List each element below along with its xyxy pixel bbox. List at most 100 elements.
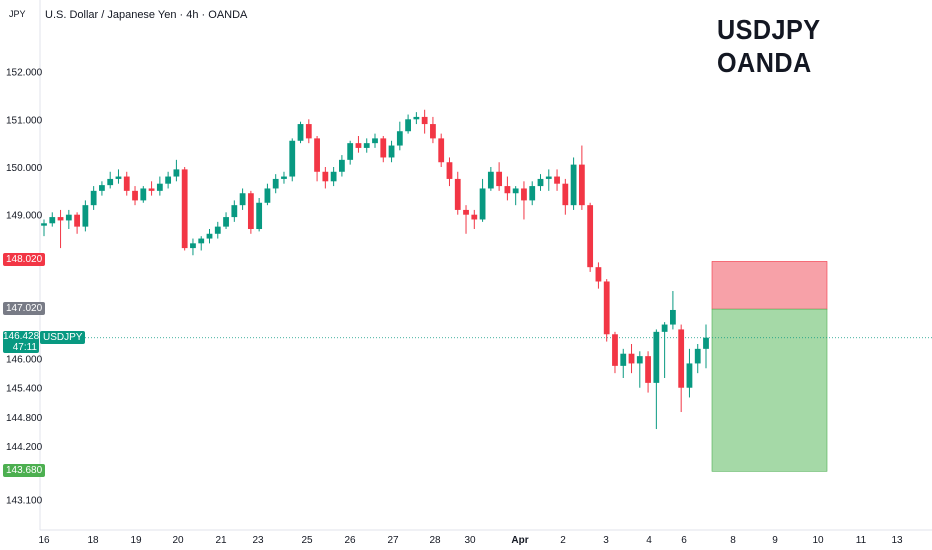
candle-body — [256, 202, 263, 230]
take-profit-zone — [711, 308, 828, 472]
candle-body — [587, 205, 594, 268]
candle-body — [49, 217, 56, 224]
time-tick-label: 13 — [891, 535, 903, 546]
candle-body — [115, 176, 122, 179]
candle-body — [132, 190, 138, 201]
candle-body — [678, 329, 685, 388]
candle-body — [355, 143, 362, 148]
candle-body — [430, 124, 436, 139]
time-tick-label: 18 — [87, 535, 99, 546]
candle-body — [446, 162, 453, 179]
candle-body — [65, 214, 72, 221]
candle-body — [636, 356, 643, 364]
candle-body — [703, 337, 709, 349]
candle-body — [405, 119, 411, 132]
current-price-value: 146.428 — [3, 331, 40, 342]
time-tick-label: 10 — [812, 535, 824, 546]
candle-body — [612, 334, 618, 366]
candle-body — [314, 138, 320, 172]
price-tick-label: 151.000 — [6, 115, 43, 126]
candle-body — [41, 223, 47, 226]
candle-body — [223, 217, 229, 227]
symbol-title[interactable]: U.S. Dollar / Japanese Yen · 4h · OANDA — [45, 9, 248, 21]
candle-body — [206, 233, 213, 239]
candle-body — [645, 356, 651, 383]
time-tick-label: 23 — [252, 535, 264, 546]
price-tick-label: 152.000 — [6, 68, 43, 79]
price-tick-label: 143.100 — [6, 496, 43, 507]
candle-body — [529, 186, 536, 201]
time-tick-label: 25 — [301, 535, 313, 546]
currency-label: JPY — [9, 9, 26, 19]
candle-body — [82, 205, 89, 227]
price-tick-label: 146.000 — [6, 355, 43, 366]
candle-body — [512, 188, 519, 194]
price-tick-label: 149.000 — [6, 211, 43, 222]
candle-body — [363, 143, 370, 148]
candle-body — [57, 217, 64, 221]
candle-body — [562, 183, 569, 206]
candle-body — [264, 188, 271, 203]
time-tick-label: Apr — [511, 535, 528, 546]
time-tick-label: 4 — [646, 535, 652, 546]
stop-loss-zone — [711, 261, 828, 310]
entry-badge: 147.020 — [3, 302, 46, 315]
time-tick-label: 8 — [730, 535, 736, 546]
candle-body — [670, 309, 676, 325]
candle-body — [487, 171, 494, 189]
candle-body — [156, 183, 163, 191]
time-tick-label: 3 — [603, 535, 609, 546]
time-tick-label: 19 — [130, 535, 142, 546]
bar-countdown: 47:11 — [12, 342, 37, 353]
candle-body — [339, 159, 345, 172]
candle-body — [305, 124, 312, 139]
price-tick-label: 144.800 — [6, 413, 43, 424]
candle-body — [330, 171, 337, 182]
time-tick-label: 20 — [172, 535, 184, 546]
candle-body — [231, 205, 238, 218]
candle-body — [413, 116, 420, 120]
candle-body — [347, 143, 354, 160]
candle-body — [140, 188, 147, 201]
candle-body — [107, 178, 114, 186]
candle-body — [694, 348, 701, 364]
overlay-symbol: USDJPY — [717, 14, 821, 45]
candle-body — [148, 188, 155, 191]
symbol-badge: USDJPY — [40, 331, 86, 344]
candle-body — [396, 131, 403, 146]
candle-body — [504, 186, 511, 194]
candle-body — [421, 116, 428, 125]
candle-body — [388, 145, 395, 158]
current-price-badge: 146.428 47:11 — [3, 331, 39, 353]
candle-body — [181, 169, 188, 249]
candle-body — [190, 243, 196, 249]
candle-body — [471, 214, 478, 220]
stop-loss-badge: 148.020 — [3, 253, 46, 266]
overlay-broker: OANDA — [717, 47, 812, 78]
time-tick-label: 26 — [344, 535, 356, 546]
time-tick-label: 30 — [464, 535, 476, 546]
candle-body — [521, 188, 527, 201]
time-tick-label: 2 — [560, 535, 566, 546]
candle-body — [653, 331, 660, 383]
candle-body — [272, 178, 279, 189]
candle-body — [281, 176, 287, 179]
candle-body — [165, 176, 172, 184]
candle-body — [595, 267, 602, 282]
price-tick-label: 144.200 — [6, 442, 43, 453]
candle-body — [372, 138, 378, 144]
candle-body — [603, 281, 610, 335]
candle-body — [454, 178, 461, 210]
candle-body — [661, 324, 668, 332]
take-profit-badge: 143.680 — [3, 464, 46, 477]
candle-body — [214, 226, 221, 234]
candle-body — [554, 176, 560, 184]
candle-body — [578, 164, 585, 206]
time-tick-label: 28 — [429, 535, 441, 546]
candle-body — [74, 214, 80, 227]
candle-body — [247, 193, 254, 230]
candle-body — [545, 176, 552, 179]
time-tick-label: 21 — [215, 535, 227, 546]
time-tick-label: 27 — [387, 535, 399, 546]
